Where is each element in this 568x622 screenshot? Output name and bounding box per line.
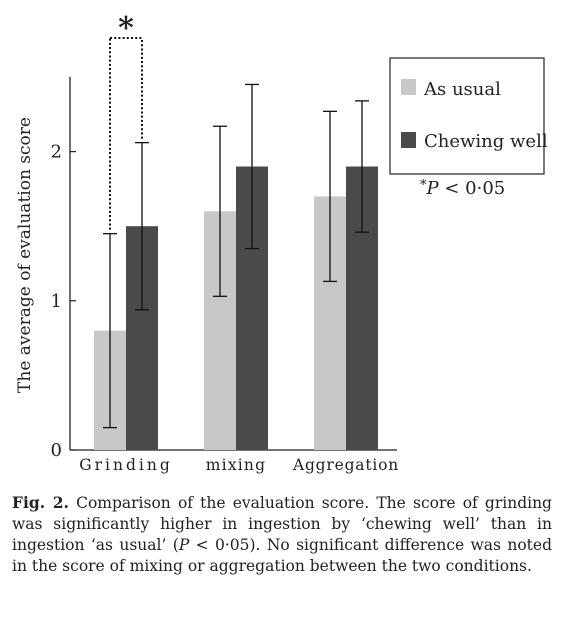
legend: As usual Chewing well — [389, 57, 548, 175]
legend-box — [389, 57, 545, 175]
footnote-prefix: * — [420, 178, 427, 193]
y-axis-label: The average of evaluation score — [15, 117, 35, 393]
caption-p: P — [178, 536, 190, 554]
y-tick-label-2: 2 — [51, 142, 62, 163]
y-tick-label-0: 0 — [51, 440, 62, 461]
footnote-p: P — [426, 178, 440, 199]
caption-label: Fig. 2. — [12, 493, 69, 512]
bars — [94, 83, 378, 450]
caption-text-1: Comparison of the evaluation score. The … — [12, 494, 552, 554]
significance-footnote: *P < 0·05 — [420, 178, 505, 199]
bar-chart: The average of evaluation score 0 1 2 Grin… — [15, 11, 548, 474]
legend-swatch-as-usual — [401, 79, 416, 95]
caption-text-2: < 0·05). No significant difference was n… — [12, 536, 552, 575]
x-tick-label-0: Grinding — [79, 456, 173, 474]
x-tick-labels: Grinding mixing Aggregation — [79, 456, 399, 474]
y-tick-label-1: 1 — [51, 291, 62, 312]
legend-swatch-chewing-well — [401, 132, 416, 148]
x-tick-label-2: Aggregation — [292, 456, 399, 474]
y-ticks: 0 1 2 — [51, 142, 76, 461]
legend-label-chewing-well: Chewing well — [424, 131, 548, 152]
significance-star: * — [118, 11, 134, 46]
significance-bracket: * — [109, 11, 143, 230]
figure-caption: Fig. 2. Comparison of the evaluation sco… — [12, 492, 552, 577]
footnote-threshold: < 0·05 — [439, 178, 506, 199]
x-tick-label-1: mixing — [206, 456, 266, 474]
legend-label-as-usual: As usual — [423, 79, 501, 100]
